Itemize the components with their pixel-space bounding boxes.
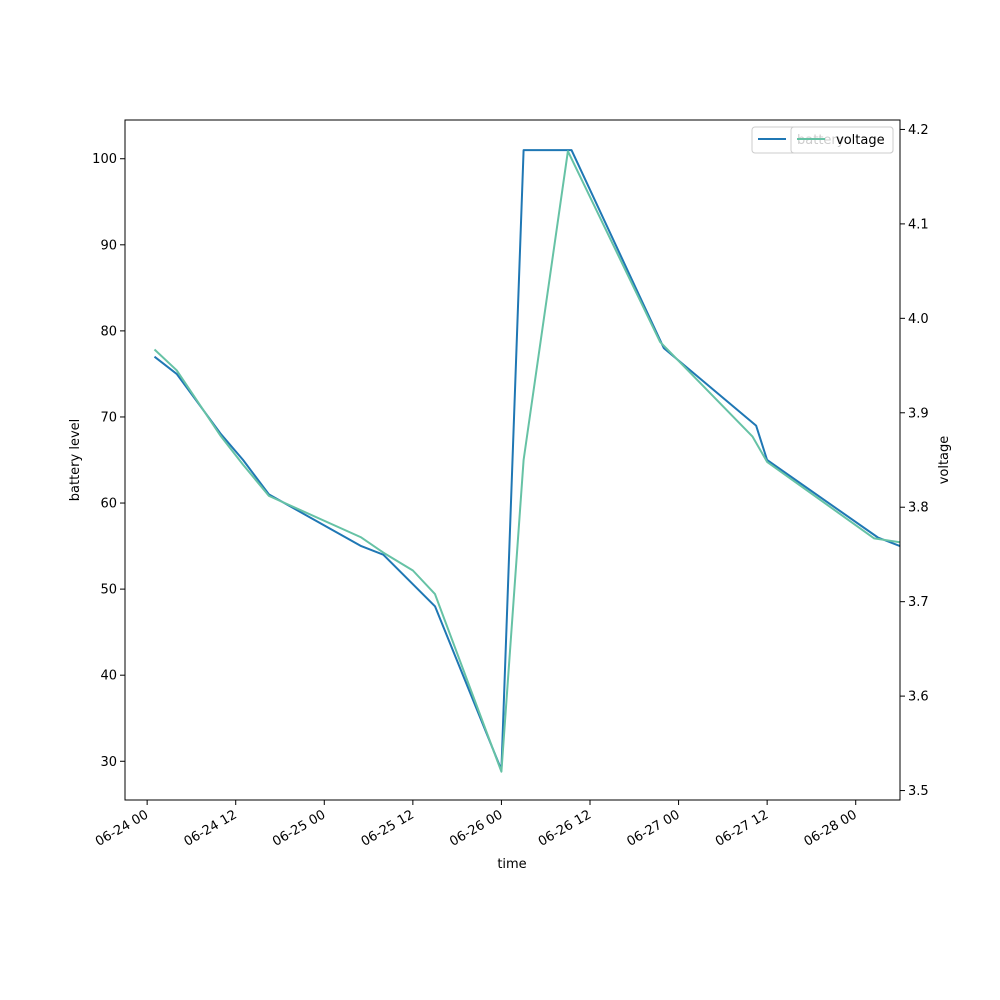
- x-axis-title: time: [497, 857, 526, 872]
- y-right-tick-label: 4.2: [908, 123, 929, 138]
- legend-voltage: voltage: [790, 126, 894, 154]
- series-line-voltage: [153, 150, 901, 773]
- y-left-tick-label: 30: [100, 755, 117, 770]
- plot-frame: [124, 119, 901, 801]
- y-right-tick-label: 3.5: [908, 784, 929, 799]
- y-axis-left-title: battery level: [68, 419, 83, 502]
- y-left-tick-label: 60: [100, 497, 117, 512]
- y-right-tick-label: 4.1: [908, 217, 929, 232]
- y-left-tick-label: 70: [100, 410, 117, 425]
- legend-label-voltage: voltage: [836, 133, 885, 148]
- y-left-tick-label: 100: [92, 152, 117, 167]
- y-left-tick-label: 40: [100, 669, 117, 684]
- y-right-tick-label: 4.0: [908, 312, 929, 327]
- y-left-tick-label: 80: [100, 324, 117, 339]
- y-left-tick-label: 90: [100, 238, 117, 253]
- y-axis-right-title: voltage: [937, 436, 952, 485]
- plot-area: [153, 149, 901, 773]
- legend-box: [790, 126, 894, 154]
- y-left-tick-label: 50: [100, 583, 117, 598]
- y-right-tick-label: 3.8: [908, 501, 929, 516]
- y-right-tick-label: 3.6: [908, 690, 929, 705]
- y-right-tick-label: 3.9: [908, 406, 929, 421]
- y-right-tick-label: 3.7: [908, 595, 929, 610]
- series-line-battery: [153, 149, 901, 771]
